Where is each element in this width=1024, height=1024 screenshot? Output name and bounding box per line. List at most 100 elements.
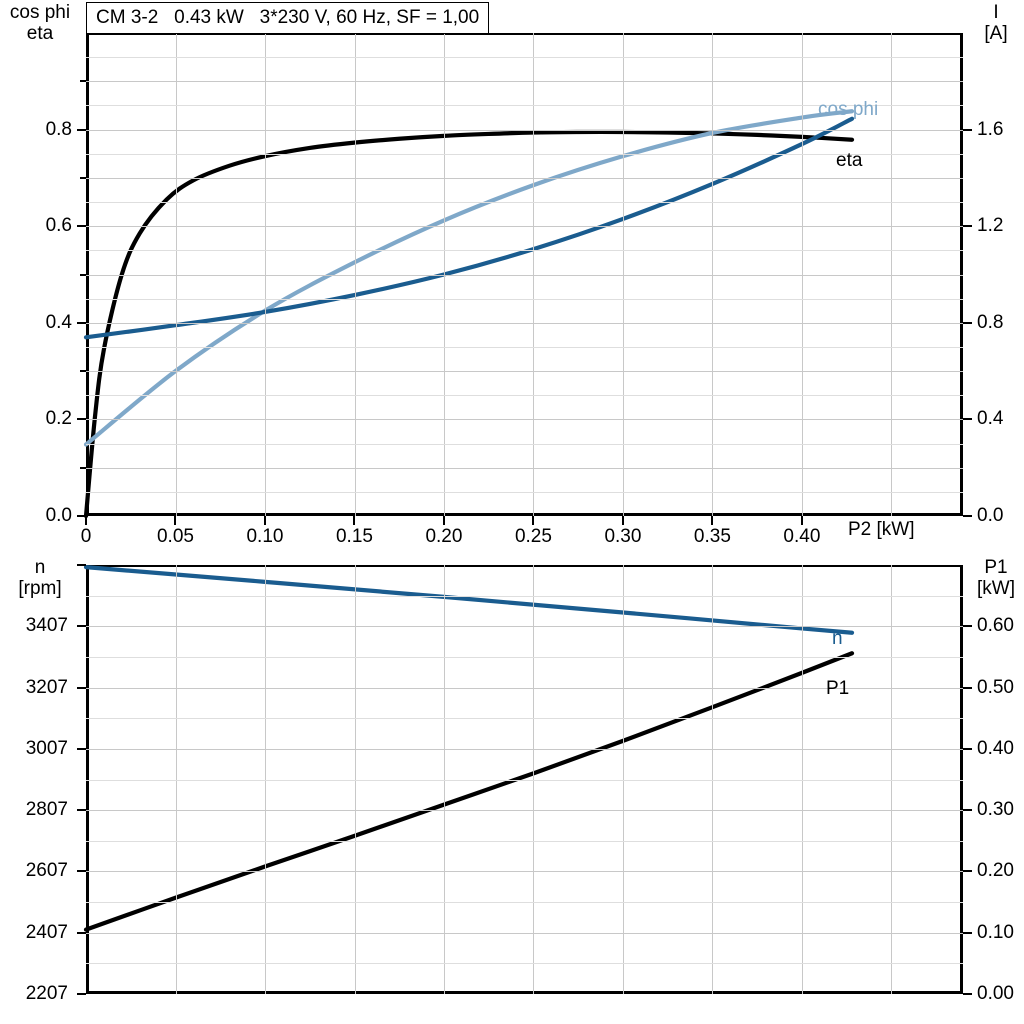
series-n (83, 565, 855, 635)
top-right-axis-title-line2: [A] (984, 23, 1008, 44)
top-right-axis-title: I [A] (968, 2, 1024, 44)
tick-label-left: 0.0 (45, 505, 72, 526)
gridline-horizontal (86, 81, 963, 83)
curve-label-eta: eta (836, 150, 863, 171)
tick-label-bottom: 0.35 (693, 526, 731, 547)
tick-left (77, 993, 86, 995)
tick-right (963, 418, 972, 421)
tick-label-left: 0.8 (45, 118, 72, 140)
tick-label-left: 3007 (25, 737, 68, 759)
tick-label-left: 3207 (25, 676, 68, 698)
top-chart: cos phi eta I [A] CM 3-2 0.43 kW 3*230 V… (10, 2, 1024, 547)
tick-left (77, 418, 86, 421)
tick-label-bottom: 0.25 (514, 526, 552, 547)
tick-left-minor (77, 564, 86, 566)
top-curves (83, 109, 855, 519)
gridline-horizontal (86, 105, 963, 107)
gridline-horizontal (86, 419, 963, 421)
curve-label-p1: P1 (826, 678, 850, 699)
tick-left (77, 625, 86, 628)
tick-label-bottom: 0.10 (246, 526, 284, 547)
bottom-chart: n [rpm] P1 [kW] n P1 2207 2407 2607 2807 300… (0, 545, 1024, 1024)
series-I (83, 116, 855, 340)
tick-right (963, 515, 972, 517)
gridline-horizontal (86, 932, 963, 934)
gridline-horizontal (86, 840, 963, 842)
gridline-horizontal (86, 626, 963, 628)
gridline-horizontal (86, 748, 963, 750)
bottom-curves (83, 565, 855, 932)
tick-bottom (800, 516, 803, 525)
tick-label-left: 0.4 (45, 311, 72, 333)
tick-label-right: 0.30 (977, 799, 1014, 821)
tick-label-bottom: 0.20 (425, 526, 463, 547)
gridline-horizontal (86, 871, 963, 873)
tick-right (963, 870, 972, 873)
tick-left (77, 747, 86, 750)
tick-label-right: 0.40 (977, 737, 1014, 759)
curve-label-n: n (832, 628, 843, 649)
top-plot-frame-bottom (86, 513, 963, 516)
gridline-horizontal (86, 202, 963, 204)
gridline-horizontal (86, 963, 963, 965)
bottom-right-axis-title-line1: P1 (984, 557, 1008, 578)
tick-right (963, 625, 972, 628)
tick-right (963, 931, 972, 934)
chart-title-box: CM 3-2 0.43 kW 3*230 V, 60 Hz, SF = 1,00 (86, 2, 490, 34)
tick-label-right: 0.60 (977, 615, 1014, 637)
series-P1 (83, 651, 855, 932)
top-left-axis-title-line2: eta (26, 23, 54, 44)
top-right-axis-title-line1: I (993, 2, 999, 23)
gridline-horizontal (86, 274, 963, 276)
tick-left-minor (80, 370, 86, 373)
tick-right (963, 225, 972, 228)
tick-right (963, 321, 972, 324)
top-plot-area (83, 33, 963, 519)
bottom-plot-frame-bottom (86, 991, 963, 994)
gridline-horizontal (86, 346, 963, 348)
curve-label-cos-phi: cos phi (818, 99, 879, 120)
gridline-horizontal (86, 57, 963, 59)
bottom-left-axis-title-line1: n (34, 557, 46, 578)
tick-right (963, 809, 972, 812)
top-plot-frame-top (86, 33, 963, 35)
tick-bottom (442, 516, 445, 525)
tick-left (77, 128, 86, 131)
bottom-right-axis-title-line2: [kW] (977, 578, 1015, 599)
gridline-horizontal (86, 250, 963, 252)
tick-left (77, 321, 86, 324)
tick-label-right: 0.00 (977, 983, 1014, 1004)
tick-label-right: 1.2 (977, 215, 1004, 237)
tick-label-right: 0.20 (977, 860, 1014, 882)
tick-label-bottom: 0.30 (604, 526, 642, 547)
tick-label-bottom: 0.40 (783, 526, 821, 547)
bottom-left-axis-title: n [rpm] (0, 557, 80, 599)
tick-label-left: 2207 (25, 983, 68, 1004)
gridline-horizontal (86, 491, 963, 493)
tick-right (963, 128, 972, 131)
gridline-horizontal (86, 810, 963, 812)
tick-label-left: 2607 (25, 860, 68, 882)
series-cos-phi (83, 109, 855, 447)
tick-left-minor (80, 176, 86, 179)
tick-label-left: 2407 (25, 921, 68, 943)
gridline-horizontal (86, 395, 963, 397)
gridline-horizontal (86, 371, 963, 373)
tick-right (963, 747, 972, 750)
tick-label-left: 2807 (25, 799, 68, 821)
gridline-horizontal (86, 298, 963, 300)
tick-left (77, 809, 86, 812)
tick-left (77, 931, 86, 934)
tick-left (77, 870, 86, 873)
gridline-horizontal (86, 443, 963, 445)
tick-label-right: 0.8 (977, 311, 1004, 333)
gridline-horizontal (86, 177, 963, 179)
tick-bottom (263, 516, 266, 525)
tick-label-right: 1.6 (977, 118, 1004, 140)
tick-left-minor (80, 273, 86, 276)
series-eta (83, 129, 855, 519)
tick-label-right: 0.50 (977, 676, 1014, 698)
gridline-horizontal (86, 718, 963, 720)
tick-label-right: 0.10 (977, 921, 1014, 943)
top-x-axis-title: P2 [kW] (848, 519, 915, 540)
